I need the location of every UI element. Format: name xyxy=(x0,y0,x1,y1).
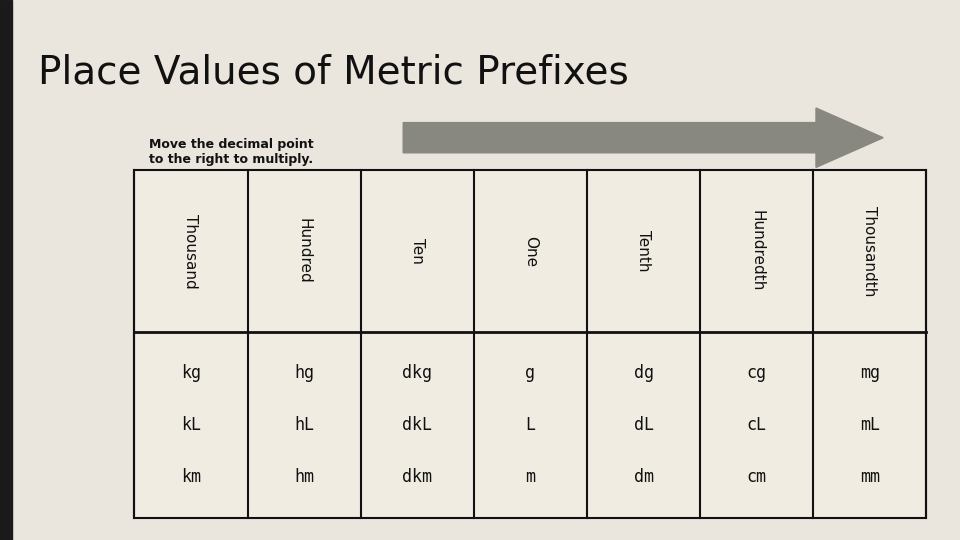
Text: Hundredth: Hundredth xyxy=(749,211,764,292)
Text: Ten: Ten xyxy=(410,238,424,264)
Text: cL: cL xyxy=(747,416,767,434)
Text: hg: hg xyxy=(294,364,314,382)
Text: dg: dg xyxy=(634,364,654,382)
Text: dL: dL xyxy=(634,416,654,434)
Text: kL: kL xyxy=(181,416,201,434)
Text: Move the decimal point
to the right to multiply.: Move the decimal point to the right to m… xyxy=(149,138,313,166)
Text: dm: dm xyxy=(634,468,654,487)
Text: dkL: dkL xyxy=(402,416,432,434)
Text: One: One xyxy=(523,235,538,267)
Text: mL: mL xyxy=(860,416,879,434)
Text: cm: cm xyxy=(747,468,767,487)
Text: km: km xyxy=(181,468,201,487)
Text: L: L xyxy=(525,416,536,434)
Text: g: g xyxy=(525,364,536,382)
Text: Tenth: Tenth xyxy=(636,231,651,272)
Text: hL: hL xyxy=(294,416,314,434)
Text: m: m xyxy=(525,468,536,487)
Text: cg: cg xyxy=(747,364,767,382)
Text: Thousand: Thousand xyxy=(183,214,199,288)
Text: Place Values of Metric Prefixes: Place Values of Metric Prefixes xyxy=(38,54,629,92)
Text: Hundred: Hundred xyxy=(297,218,312,284)
Text: kg: kg xyxy=(181,364,201,382)
Text: mg: mg xyxy=(860,364,879,382)
Text: hm: hm xyxy=(294,468,314,487)
Text: dkg: dkg xyxy=(402,364,432,382)
Text: dkm: dkm xyxy=(402,468,432,487)
Text: Thousandth: Thousandth xyxy=(862,206,877,296)
Text: mm: mm xyxy=(860,468,879,487)
